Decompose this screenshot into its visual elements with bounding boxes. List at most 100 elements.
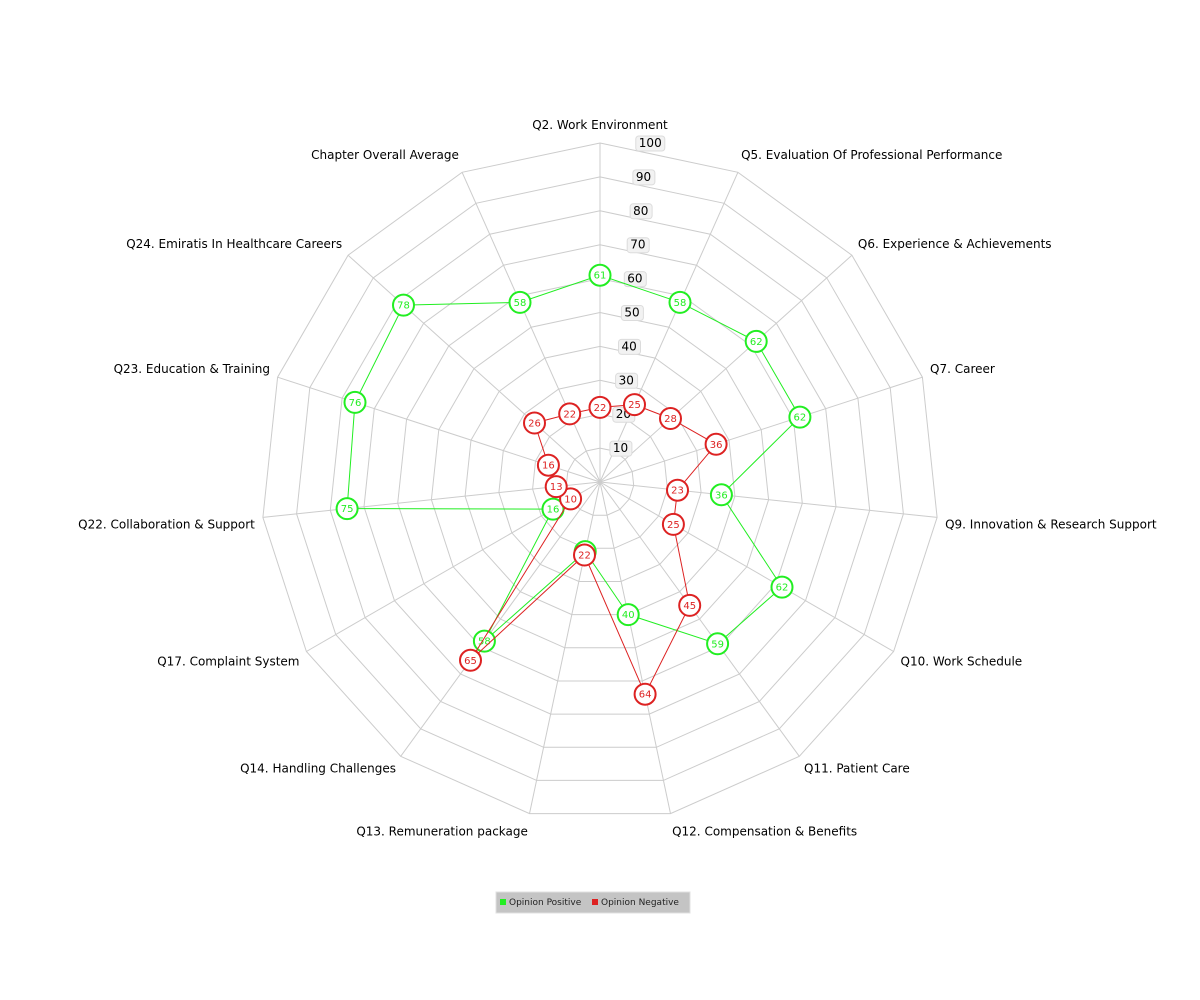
tick-label-10: 10 bbox=[613, 441, 628, 455]
series-layer: 6158626236625940215816757678582225283623… bbox=[335, 263, 812, 706]
tick-label-30: 30 bbox=[619, 373, 634, 387]
point-label-opinion-positive-q10-work-schedule: 62 bbox=[776, 583, 789, 594]
spoke-q10-work-schedule bbox=[599, 481, 894, 652]
tick-label-40: 40 bbox=[622, 339, 637, 353]
category-label-q5-evaluation-of-professional-performance: Q5. Evaluation Of Professional Performan… bbox=[741, 148, 1002, 162]
point-label-opinion-negative-q2-work-environment: 22 bbox=[594, 403, 607, 414]
tick-label-60: 60 bbox=[627, 272, 642, 286]
point-label-opinion-positive-q5-evaluation-of-professional-performance: 58 bbox=[674, 298, 687, 309]
point-label-opinion-positive-chapter-overall-average: 58 bbox=[514, 298, 527, 309]
point-opinion-negative-q6-experience-and-achievements[interactable] bbox=[659, 407, 682, 430]
point-opinion-positive-q10-work-schedule[interactable] bbox=[770, 575, 794, 599]
spoke-q24-emiratis-in-healthcare-careers bbox=[347, 254, 601, 483]
category-label-q23-education-and-training: Q23. Education & Training bbox=[114, 362, 270, 376]
spoke-q6-experience-and-achievements bbox=[599, 254, 853, 483]
spoke-chapter-overall-average bbox=[461, 172, 601, 483]
legend-swatch-positive bbox=[500, 899, 506, 905]
point-opinion-negative-q14-handling-challenges[interactable] bbox=[459, 648, 482, 672]
category-label-q2-work-environment: Q2. Work Environment bbox=[532, 118, 668, 132]
tick-box-80 bbox=[629, 203, 653, 220]
tick-box-60 bbox=[623, 271, 647, 288]
point-label-opinion-positive-q7-career: 62 bbox=[794, 413, 807, 424]
point-opinion-positive-q2-work-environment[interactable] bbox=[588, 263, 612, 287]
category-labels: Q2. Work Environment Q5. Evaluation Of Pr… bbox=[78, 118, 1157, 838]
grid-ring-70 bbox=[363, 244, 837, 715]
point-opinion-positive-q17-complaint-system[interactable] bbox=[541, 497, 565, 521]
tick-label-50: 50 bbox=[624, 306, 639, 320]
point-opinion-positive-q5-evaluation-of-professional-performance[interactable] bbox=[668, 290, 692, 314]
category-label-q11-patient-care: Q11. Patient Care bbox=[804, 762, 910, 776]
grid-ring-50 bbox=[430, 311, 770, 649]
point-opinion-negative-q7-career[interactable] bbox=[704, 432, 728, 456]
tick-label-90: 90 bbox=[636, 170, 651, 184]
point-opinion-negative-q5-evaluation-of-professional-performance[interactable] bbox=[623, 393, 646, 417]
spoke-q11-patient-care bbox=[599, 481, 800, 757]
tick-box-90 bbox=[632, 169, 656, 186]
point-opinion-positive-q22-collaboration-and-support[interactable] bbox=[335, 497, 359, 521]
point-label-opinion-positive-q6-experience-and-achievements: 62 bbox=[750, 337, 763, 348]
point-label-opinion-negative-q17-complaint-system: 10 bbox=[564, 494, 577, 505]
spoke-q22-collaboration-and-support bbox=[262, 481, 601, 518]
tick-box-10 bbox=[609, 440, 633, 457]
grid-ring-100 bbox=[262, 142, 938, 815]
point-opinion-negative-q2-work-environment[interactable] bbox=[588, 395, 612, 419]
point-opinion-positive-q6-experience-and-achievements[interactable] bbox=[744, 329, 768, 353]
point-label-opinion-negative-q12-compensation-and-benefits: 64 bbox=[639, 690, 652, 701]
point-opinion-positive-q9-innovation-and-research-support[interactable] bbox=[709, 483, 733, 507]
legend-label-negative: Opinion Negative bbox=[601, 898, 679, 908]
point-opinion-positive-chapter-overall-average[interactable] bbox=[508, 290, 532, 314]
point-opinion-negative-q9-innovation-and-research-support[interactable] bbox=[666, 478, 689, 502]
spoke-q5-evaluation-of-professional-performance bbox=[599, 172, 739, 483]
category-label-q14-handling-challenges: Q14. Handling Challenges bbox=[240, 762, 396, 776]
point-label-opinion-positive-q24-emiratis-in-healthcare-careers: 78 bbox=[397, 301, 410, 312]
point-opinion-positive-q23-education-and-training[interactable] bbox=[343, 390, 367, 414]
tick-box-40 bbox=[618, 338, 641, 355]
tick-label-80: 80 bbox=[633, 204, 648, 218]
point-opinion-positive-q12-compensation-and-benefits[interactable] bbox=[616, 603, 640, 627]
point-opinion-positive-q11-patient-care[interactable] bbox=[706, 632, 730, 656]
point-label-opinion-positive-q11-patient-care: 59 bbox=[711, 639, 724, 650]
category-label-q17-complaint-system: Q17. Complaint System bbox=[157, 655, 299, 669]
point-label-opinion-positive-q14-handling-challenges: 58 bbox=[478, 637, 491, 648]
point-label-opinion-negative-q6-experience-and-achievements: 28 bbox=[664, 414, 677, 425]
point-label-opinion-negative-q9-innovation-and-research-support: 23 bbox=[671, 486, 684, 497]
spoke-q9-innovation-and-research-support bbox=[599, 481, 938, 518]
point-opinion-negative-q12-compensation-and-benefits[interactable] bbox=[633, 682, 657, 706]
category-label-q6-experience-and-achievements: Q6. Experience & Achievements bbox=[858, 237, 1052, 251]
point-label-opinion-negative-q7-career: 36 bbox=[710, 440, 723, 451]
point-label-opinion-negative-q22-collaboration-and-support: 13 bbox=[550, 482, 563, 493]
grid-ring-10 bbox=[565, 447, 635, 516]
grid-ring-80 bbox=[329, 210, 871, 748]
series-line-opinion-positive bbox=[346, 274, 801, 645]
point-label-opinion-positive-q12-compensation-and-benefits: 40 bbox=[622, 610, 635, 621]
point-label-opinion-negative-q13-remuneration-package: 22 bbox=[578, 551, 591, 562]
legend-label-positive: Opinion Positive bbox=[509, 898, 582, 908]
spoke-q14-handling-challenges bbox=[400, 481, 601, 757]
tick-box-100 bbox=[635, 135, 666, 152]
point-opinion-negative-q11-patient-care[interactable] bbox=[678, 593, 702, 617]
category-label-q10-work-schedule: Q10. Work Schedule bbox=[901, 655, 1023, 669]
legend-swatch-negative bbox=[592, 899, 598, 905]
point-opinion-negative-chapter-overall-average[interactable] bbox=[558, 402, 582, 426]
point-label-opinion-negative-q24-emiratis-in-healthcare-careers: 26 bbox=[528, 419, 541, 430]
point-opinion-positive-q24-emiratis-in-healthcare-careers[interactable] bbox=[392, 293, 415, 317]
point-opinion-negative-q23-education-and-training[interactable] bbox=[536, 453, 560, 477]
tick-box-50 bbox=[620, 305, 644, 321]
category-label-q12-compensation-and-benefits: Q12. Compensation & Benefits bbox=[672, 824, 857, 838]
category-label-chapter-overall-average: Chapter Overall Average bbox=[311, 148, 459, 162]
point-opinion-negative-q22-collaboration-and-support[interactable] bbox=[544, 475, 568, 499]
radar-grid bbox=[262, 142, 938, 815]
point-opinion-negative-q13-remuneration-package[interactable] bbox=[573, 543, 596, 567]
point-opinion-negative-q17-complaint-system[interactable] bbox=[559, 487, 583, 511]
series-line-opinion-negative bbox=[470, 404, 717, 696]
point-label-opinion-negative-q10-work-schedule: 25 bbox=[667, 520, 680, 531]
point-label-opinion-negative-q14-handling-challenges: 65 bbox=[464, 656, 477, 667]
series-opinion-positive: 615862623662594021581675767858 bbox=[335, 263, 812, 656]
point-opinion-negative-q24-emiratis-in-healthcare-careers[interactable] bbox=[523, 411, 546, 435]
category-label-q24-emiratis-in-healthcare-careers: Q24. Emiratis In Healthcare Careers bbox=[126, 237, 342, 251]
point-opinion-negative-q10-work-schedule[interactable] bbox=[661, 512, 685, 536]
point-label-opinion-positive-q22-collaboration-and-support: 75 bbox=[341, 504, 354, 515]
point-opinion-positive-q7-career[interactable] bbox=[788, 405, 812, 429]
